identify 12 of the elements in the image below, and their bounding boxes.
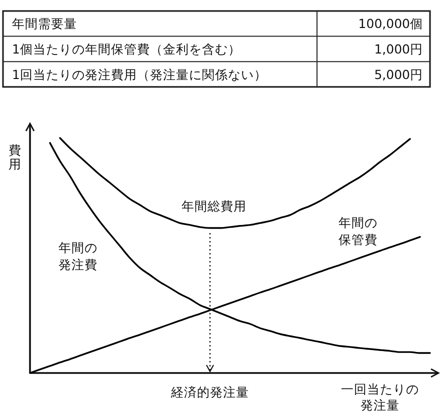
series-label: 年間の発注費: [58, 240, 98, 274]
text: 1回当たりの発注費用（発注量に関係ない）: [12, 66, 267, 82]
text: 100,000個: [358, 16, 423, 32]
y-axis-title: 費用: [8, 142, 22, 171]
text: 1個当たりの年間保管費（金利を含む）: [12, 41, 241, 56]
series-label: 年間の保管費: [338, 215, 378, 249]
text: 経済的発注量: [171, 384, 249, 402]
text: 5,000円: [374, 66, 423, 82]
text: 1,000円: [374, 41, 423, 56]
series-label: 年間総費用: [180, 198, 248, 216]
text: 年間需要量: [12, 16, 77, 32]
x-axis-title: 一回当たりの発注量: [340, 381, 420, 413]
